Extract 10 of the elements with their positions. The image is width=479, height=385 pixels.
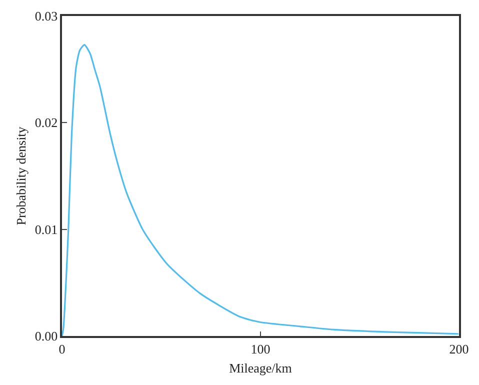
x-tick-label: 0 — [58, 341, 66, 356]
x-tick-label: 200 — [449, 341, 469, 356]
y-tick-label: 0.02 — [34, 115, 58, 130]
y-tick-label: 0.01 — [34, 222, 58, 237]
line-series — [62, 44, 459, 336]
x-axis-title: Mileage/km — [229, 360, 292, 376]
x-tick-label: 100 — [250, 341, 270, 356]
y-tick-label: 0.03 — [34, 8, 58, 24]
y-axis-title: Probability density — [13, 126, 28, 226]
y-tick-label: 0.00 — [34, 328, 58, 344]
